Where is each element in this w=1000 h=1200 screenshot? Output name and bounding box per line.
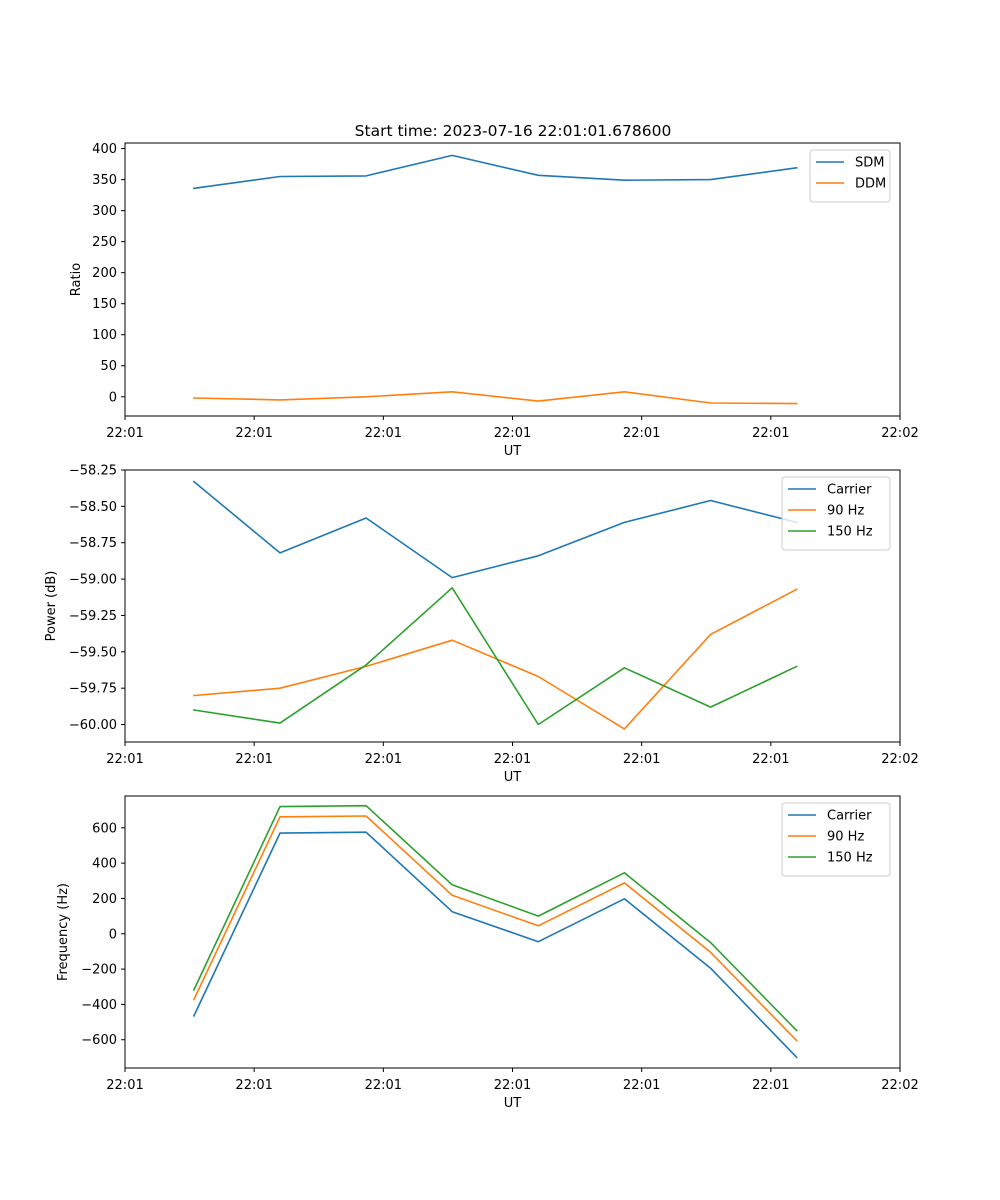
ratio-x-tick-label: 22:01 xyxy=(623,426,660,441)
frequency-legend-label-90-hz: 90 Hz xyxy=(827,830,864,845)
frequency-x-tick-label: 22:01 xyxy=(752,1078,789,1093)
frequency-x-tick-label: 22:01 xyxy=(235,1078,272,1093)
frequency-legend-label-carrier: Carrier xyxy=(827,809,872,824)
power-panel: 22:01 22:01 22:01 22:01 22:01 22:01 22:02 −58.2… xyxy=(44,464,919,786)
frequency-x-tick-label: 22:02 xyxy=(881,1078,918,1093)
power-series-150-hz-line xyxy=(192,586,798,726)
power-x-tick-label: 22:01 xyxy=(235,752,272,767)
frequency-y-tick-label: 0 xyxy=(109,927,117,942)
frequency-y-tick-label: 200 xyxy=(92,892,117,907)
power-series-90-hz-line xyxy=(193,588,798,730)
frequency-x-tick-label: 22:01 xyxy=(106,1078,143,1093)
ratio-x-axis-label: UT xyxy=(504,444,522,459)
frequency-series-carrier-line xyxy=(192,831,798,1059)
frequency-legend: Carrier 90 Hz 150 Hz xyxy=(781,802,891,877)
power-x-tick-label: 22:01 xyxy=(365,752,402,767)
ratio-x-tick-label: 22:01 xyxy=(106,426,143,441)
frequency-series-150-hz-line xyxy=(192,804,798,1032)
power-x-tick-label: 22:01 xyxy=(623,752,660,767)
frequency-y-tick-label: −200 xyxy=(81,963,117,978)
frequency-y-tick-label: −400 xyxy=(81,998,117,1013)
power-y-tick-label: −59.25 xyxy=(69,609,117,624)
ratio-x-tick-label: 22:01 xyxy=(235,426,272,441)
frequency-y-tick-label: 600 xyxy=(92,821,117,836)
frequency-x-tick-label: 22:01 xyxy=(494,1078,531,1093)
frequency-panel: 22:01 22:01 22:01 22:01 22:01 22:01 22:02 −600 −… xyxy=(56,795,919,1111)
ratio-x-tick-label: 22:02 xyxy=(881,426,918,441)
frequency-x-axis-label: UT xyxy=(504,1096,522,1111)
power-legend: Carrier 90 Hz 150 Hz xyxy=(781,476,891,551)
frequency-x-tick-label: 22:01 xyxy=(365,1078,402,1093)
power-x-tick-label: 22:01 xyxy=(106,752,143,767)
ratio-y-tick-label: 350 xyxy=(92,173,117,188)
ratio-y-tick-label: 200 xyxy=(92,266,117,281)
ratio-series-group xyxy=(192,154,798,405)
frequency-legend-label-150-hz: 150 Hz xyxy=(827,851,873,866)
ratio-y-tick-label: 300 xyxy=(92,204,117,219)
ratio-y-tick-label: 50 xyxy=(100,359,117,374)
ratio-legend-label-sdm: SDM xyxy=(855,156,884,171)
ratio-y-tick-label: 100 xyxy=(92,328,117,343)
power-legend-label-carrier: Carrier xyxy=(827,483,872,498)
power-y-axis-label: Power (dB) xyxy=(44,571,59,642)
ratio-legend-label-ddm: DDM xyxy=(855,177,886,192)
frequency-y-tick-label: −600 xyxy=(81,1033,117,1048)
ratio-legend: SDM DDM xyxy=(809,149,891,203)
power-legend-label-90-hz: 90 Hz xyxy=(827,504,864,519)
ratio-x-tick-label: 22:01 xyxy=(365,426,402,441)
power-x-tick-label: 22:02 xyxy=(881,752,918,767)
frequency-y-tick-label: 400 xyxy=(92,857,117,872)
frequency-x-tick-label: 22:01 xyxy=(623,1078,660,1093)
ratio-y-tick-label: 400 xyxy=(92,142,117,157)
ratio-y-tick-label: 250 xyxy=(92,235,117,250)
ratio-panel: 22:01 22:01 22:01 22:01 22:01 22:01 22:02 0 50 10… xyxy=(69,142,919,459)
power-y-tick-label: −58.50 xyxy=(69,500,117,515)
ratio-y-axis-label: Ratio xyxy=(69,263,84,296)
ratio-x-tick-label: 22:01 xyxy=(494,426,531,441)
ratio-legend-box xyxy=(809,149,891,203)
power-x-axis-label: UT xyxy=(504,770,522,785)
ratio-y-tick-label: 0 xyxy=(109,390,117,405)
power-series-group xyxy=(192,480,798,730)
power-y-tick-label: −58.25 xyxy=(69,464,117,479)
power-x-tick-label: 22:01 xyxy=(494,752,531,767)
ratio-x-tick-label: 22:01 xyxy=(752,426,789,441)
power-y-tick-label: −60.00 xyxy=(69,718,117,733)
ratio-y-tick-label: 150 xyxy=(92,297,117,312)
power-x-tick-label: 22:01 xyxy=(752,752,789,767)
frequency-series-90-hz-line xyxy=(192,815,798,1042)
power-y-tick-label: −59.75 xyxy=(69,682,117,697)
power-y-tick-label: −59.00 xyxy=(69,573,117,588)
power-legend-label-150-hz: 150 Hz xyxy=(827,525,873,540)
power-y-tick-label: −58.75 xyxy=(69,536,117,551)
ratio-series-sdm-line xyxy=(192,154,798,190)
ratio-series-ddm-line xyxy=(193,390,798,405)
frequency-y-axis-label: Frequency (Hz) xyxy=(56,883,71,981)
power-series-carrier-line xyxy=(192,480,798,579)
power-y-tick-label: −59.50 xyxy=(69,645,117,660)
figure-title: Start time: 2023-07-16 22:01:01.678600 xyxy=(355,122,672,140)
frequency-series-group xyxy=(192,804,798,1059)
